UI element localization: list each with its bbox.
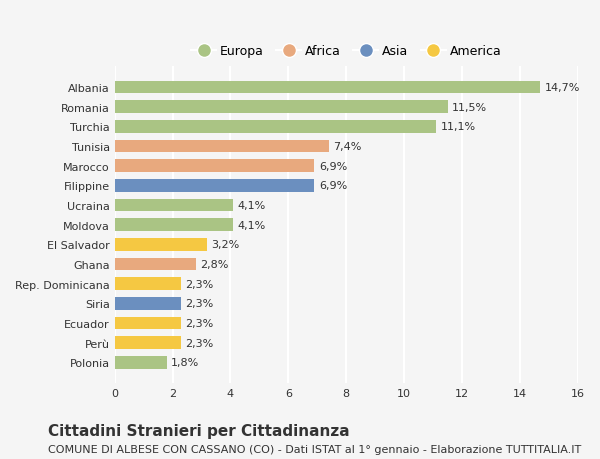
Bar: [115, 238, 207, 251]
Text: 2,3%: 2,3%: [185, 299, 214, 308]
Bar: [115, 199, 233, 212]
Bar: [115, 219, 233, 231]
Text: 2,3%: 2,3%: [185, 338, 214, 348]
Bar: [115, 278, 181, 291]
Bar: [115, 81, 541, 94]
Text: COMUNE DI ALBESE CON CASSANO (CO) - Dati ISTAT al 1° gennaio - Elaborazione TUTT: COMUNE DI ALBESE CON CASSANO (CO) - Dati…: [48, 444, 581, 454]
Bar: [115, 317, 181, 330]
Legend: Europa, Africa, Asia, America: Europa, Africa, Asia, America: [187, 42, 505, 62]
Text: 3,2%: 3,2%: [212, 240, 240, 250]
Text: 4,1%: 4,1%: [238, 220, 266, 230]
Bar: [115, 101, 448, 114]
Text: 14,7%: 14,7%: [545, 83, 580, 93]
Text: 1,8%: 1,8%: [171, 358, 199, 368]
Text: 7,4%: 7,4%: [333, 142, 362, 151]
Text: 4,1%: 4,1%: [238, 201, 266, 211]
Bar: [115, 121, 436, 134]
Text: Cittadini Stranieri per Cittadinanza: Cittadini Stranieri per Cittadinanza: [48, 423, 350, 438]
Bar: [115, 336, 181, 349]
Text: 11,5%: 11,5%: [452, 102, 487, 112]
Text: 2,3%: 2,3%: [185, 318, 214, 328]
Bar: [115, 297, 181, 310]
Text: 6,9%: 6,9%: [319, 161, 347, 171]
Text: 6,9%: 6,9%: [319, 181, 347, 191]
Text: 2,8%: 2,8%: [200, 259, 229, 269]
Text: 11,1%: 11,1%: [440, 122, 476, 132]
Bar: [115, 356, 167, 369]
Bar: [115, 258, 196, 271]
Bar: [115, 160, 314, 173]
Bar: [115, 179, 314, 192]
Bar: [115, 140, 329, 153]
Text: 2,3%: 2,3%: [185, 279, 214, 289]
